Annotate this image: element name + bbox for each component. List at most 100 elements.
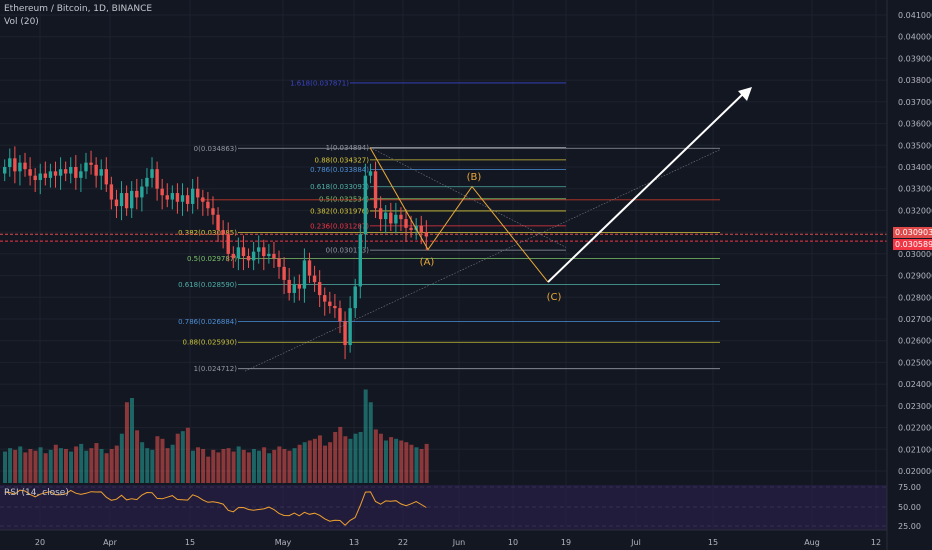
candle-body: [150, 169, 154, 178]
candle-body: [155, 169, 159, 189]
time-tick-label: 10: [508, 538, 518, 547]
candle-body: [231, 253, 235, 259]
volume-bar: [94, 443, 99, 483]
abc-wave-line: [369, 147, 549, 283]
time-axis[interactable]: 20 Apr 15 May 13 22 Jun 10 19 Jul 15 Aug 12: [0, 529, 887, 547]
rsi-indicator-label[interactable]: RSI (14, close): [4, 488, 69, 498]
volume-bar: [333, 432, 338, 483]
volume-bar: [257, 450, 261, 483]
fib-left-level-label: 0.786(0.026884): [178, 318, 237, 326]
volume-bar: [206, 456, 211, 483]
candle-body: [206, 201, 210, 209]
volume-bar: [226, 448, 231, 483]
fib-extension-level-label: 1.618(0.037871): [290, 79, 349, 87]
volume-bar: [23, 452, 28, 483]
candle-body: [63, 169, 68, 174]
volume-bar: [145, 448, 150, 483]
fib-right-level-label: 0.5(0.032534): [319, 195, 369, 203]
candle-body: [28, 169, 32, 176]
candle-body: [343, 321, 347, 346]
candle-body: [109, 184, 114, 200]
volume-bar: [165, 448, 170, 483]
candle-body: [287, 279, 291, 293]
volume-bar: [338, 426, 343, 483]
candle-body: [48, 171, 53, 178]
wave-label: (B): [467, 172, 482, 183]
candle-body: [257, 247, 261, 252]
volume-bar: [84, 450, 89, 483]
volume-bar: [292, 448, 297, 483]
candle-body: [130, 190, 134, 209]
price-badge-last: 0.030589: [893, 239, 932, 250]
candle-body: [373, 171, 378, 209]
volume-bar: [201, 449, 206, 483]
candle-body: [135, 190, 139, 198]
volume-bar: [297, 444, 302, 483]
candle-body: [394, 214, 398, 224]
volume-bar: [104, 453, 109, 483]
volume-bar: [323, 445, 328, 483]
candle-body: [53, 171, 58, 176]
volume-bar: [124, 402, 129, 483]
candle-body: [165, 195, 169, 200]
candle-body: [358, 234, 362, 287]
candle-body: [338, 308, 342, 322]
fib-left-level-label: 0.382(0.030985): [178, 229, 237, 237]
rsi-series-line: [4, 489, 427, 526]
candle-body: [58, 169, 63, 176]
candle-body: [18, 162, 22, 172]
volume-bar: [343, 436, 348, 483]
fib-left-level-label: 0(0.034863): [194, 145, 238, 153]
volume-bar: [130, 398, 134, 483]
volume-bar: [317, 435, 322, 483]
candlesticks: [3, 146, 429, 360]
volume-indicator-label[interactable]: Vol (20): [4, 17, 39, 27]
fib-right-level-label: 0.786(0.033884): [310, 166, 369, 174]
candle-body: [353, 286, 357, 309]
rsi-tick-label: 75.00: [898, 483, 921, 492]
price-badge-current: 0.030903: [893, 227, 932, 238]
volume-bar: [404, 442, 409, 483]
volume-bar: [190, 450, 195, 483]
volume-bar: [251, 449, 256, 483]
symbol-title[interactable]: Ethereum / Bitcoin, 1D, BINANCE: [4, 4, 153, 14]
candle-body: [99, 169, 103, 176]
volume-bar: [180, 431, 185, 483]
time-tick-label: 20: [35, 538, 45, 547]
candle-body: [262, 247, 266, 257]
volume-bar: [394, 438, 399, 483]
volume-bar: [262, 447, 267, 483]
candle-body: [38, 173, 42, 181]
volume-bar: [38, 447, 43, 483]
candle-body: [114, 199, 119, 207]
volume-bar: [236, 446, 241, 483]
candle-body: [277, 258, 281, 267]
rsi-tick-label: 25.00: [898, 522, 921, 531]
drawings: (A) (B) (C): [244, 87, 752, 372]
volume-bar: [119, 433, 124, 483]
volume-bar: [140, 442, 145, 483]
volume-bar: [389, 437, 394, 483]
volume-bar: [135, 430, 140, 483]
rsi-tick-label: 50.00: [898, 503, 921, 512]
candle-body: [119, 193, 124, 207]
volume-bar: [307, 440, 312, 483]
candle-body: [33, 175, 37, 181]
volume-bar: [28, 449, 33, 483]
volume-bar: [8, 448, 13, 483]
candle-body: [236, 247, 241, 259]
candle-body: [348, 308, 352, 346]
candle-body: [160, 188, 164, 196]
